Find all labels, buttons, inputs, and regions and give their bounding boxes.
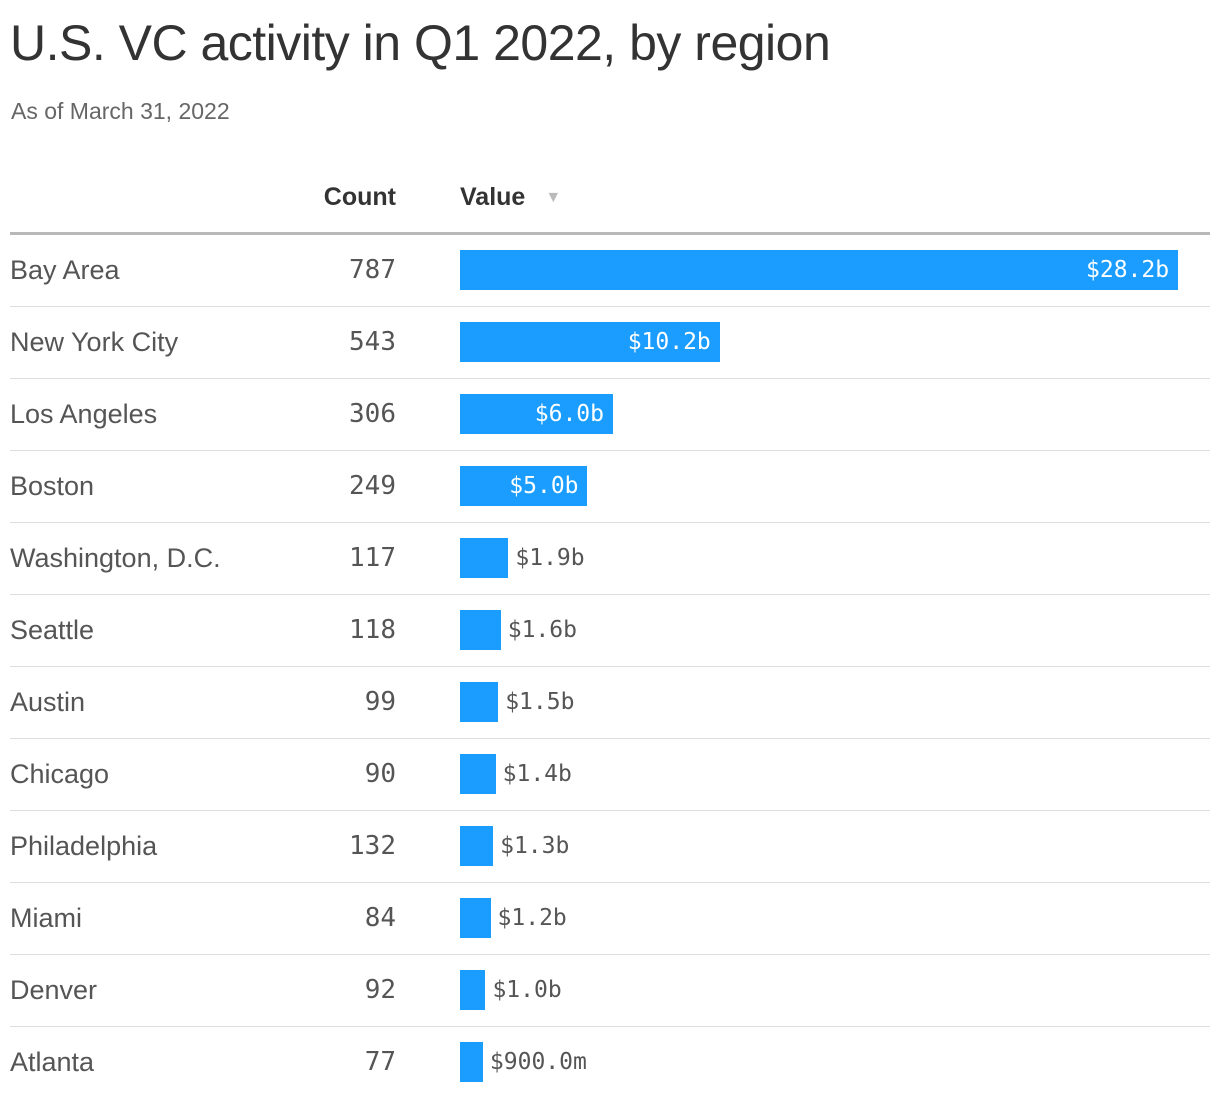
column-header-value-label: Value [460, 183, 526, 211]
value-label: $1.5b [505, 689, 575, 715]
table-row: Bay Area 787 $28.2b [10, 235, 1210, 307]
count-value: 77 [364, 1047, 396, 1077]
chart-subtitle: As of March 31, 2022 [11, 98, 230, 124]
count-value: 99 [364, 687, 396, 717]
count-value: 132 [349, 831, 396, 861]
column-header-count[interactable]: Count [250, 183, 396, 212]
column-header-count-label: Count [323, 183, 396, 211]
value-bar [460, 1042, 483, 1082]
value-bar [460, 394, 613, 434]
count-value: 787 [349, 255, 396, 285]
value-label: $1.0b [492, 977, 562, 1003]
value-bar [460, 322, 720, 362]
value-label: $28.2b [1086, 257, 1170, 283]
region-label: Austin [10, 687, 86, 717]
column-header-value[interactable]: Value ▼ [460, 183, 561, 212]
region-label: Denver [10, 975, 98, 1005]
table-row: Denver 92 $1.0b [10, 955, 1210, 1027]
value-bar [460, 250, 1178, 290]
table-row: Boston 249 $5.0b [10, 451, 1210, 523]
count-value: 118 [349, 615, 396, 645]
table-row: Los Angeles 306 $6.0b [10, 379, 1210, 451]
table-row: Atlanta 77 $900.0m [10, 1027, 1210, 1099]
value-label: $900.0m [489, 1049, 587, 1075]
table-row: Chicago 90 $1.4b [10, 739, 1210, 811]
value-bar [460, 610, 501, 650]
value-label: $10.2b [627, 329, 711, 355]
count-value: 84 [364, 903, 396, 933]
value-bar [460, 754, 496, 794]
table-row: Seattle 118 $1.6b [10, 595, 1210, 667]
count-value: 249 [349, 471, 396, 501]
region-label: Miami [10, 903, 82, 933]
value-label: $6.0b [534, 401, 605, 427]
value-label: $1.9b [515, 545, 585, 571]
value-label: $1.6b [507, 617, 577, 643]
table-row: Austin 99 $1.5b [10, 667, 1210, 739]
value-bar [460, 826, 494, 866]
region-label: Los Angeles [10, 399, 158, 429]
value-bar [460, 682, 499, 722]
count-value: 90 [364, 759, 396, 789]
sort-descending-icon[interactable]: ▼ [545, 188, 562, 206]
table-row: Philadelphia 132 $1.3b [10, 811, 1210, 883]
value-label: $1.4b [502, 761, 572, 787]
region-label: New York City [10, 327, 179, 357]
value-bar [460, 466, 588, 506]
region-label: Philadelphia [10, 831, 158, 861]
count-value: 117 [349, 543, 396, 573]
region-label: Atlanta [10, 1047, 95, 1077]
value-label: $5.0b [509, 473, 579, 499]
value-bar [460, 538, 509, 578]
value-bar [460, 970, 486, 1010]
chart-title: U.S. VC activity in Q1 2022, by region [10, 15, 831, 71]
value-label: $1.2b [497, 905, 567, 931]
region-label: Washington, D.C. [10, 543, 221, 573]
value-label: $1.3b [500, 833, 570, 859]
count-value: 92 [364, 975, 396, 1005]
region-label: Bay Area [10, 255, 120, 285]
value-bar [460, 898, 491, 938]
count-value: 306 [349, 399, 396, 429]
table-row: Washington, D.C. 117 $1.9b [10, 523, 1210, 595]
count-value: 543 [349, 327, 396, 357]
table-row: New York City 543 $10.2b [10, 307, 1210, 379]
table-row: Miami 84 $1.2b [10, 883, 1210, 955]
region-label: Boston [10, 471, 95, 501]
region-label: Seattle [10, 615, 95, 645]
region-label: Chicago [10, 759, 110, 789]
header-divider [10, 232, 1210, 235]
table-body: Bay Area 787 $28.2b New York City 543 $10.2b L… [10, 235, 1210, 1099]
